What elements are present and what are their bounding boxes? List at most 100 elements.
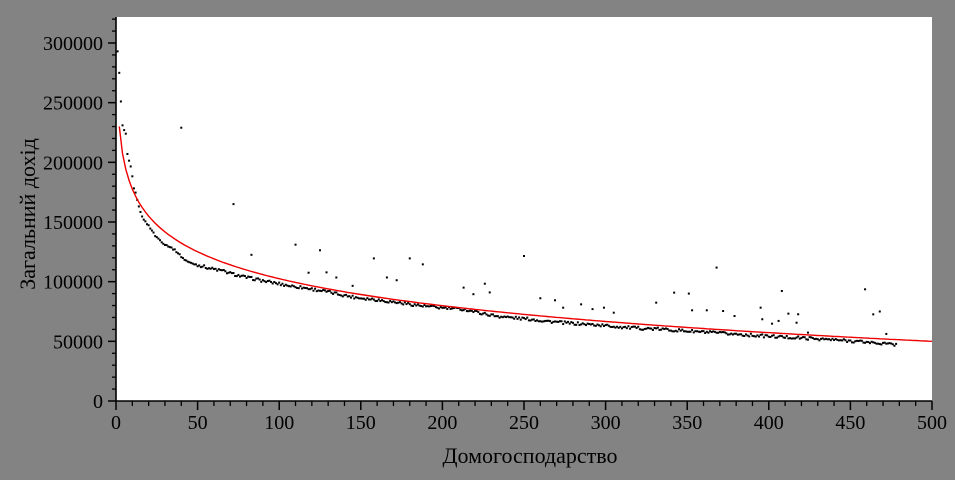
scatter-point [619, 325, 622, 328]
scatter-point [173, 248, 176, 251]
scatter-point [480, 313, 483, 316]
scatter-point [759, 306, 762, 309]
scatter-point [320, 290, 323, 293]
scatter-point [149, 227, 152, 230]
scatter-point [521, 316, 524, 319]
scatter-point [222, 269, 225, 272]
scatter-point [699, 330, 702, 333]
scatter-point [397, 301, 400, 304]
scatter-point [872, 313, 875, 316]
scatter-point [526, 316, 529, 319]
scatter-point [433, 305, 436, 308]
scatter-point [630, 326, 633, 329]
scatter-point [237, 273, 240, 276]
scatter-point [707, 331, 710, 334]
scatter-point [460, 309, 463, 312]
scatter-point [722, 310, 725, 313]
scatter-point [803, 336, 806, 339]
scatter-point [167, 245, 170, 248]
scatter-point [797, 313, 800, 316]
scatter-point [364, 298, 367, 301]
scatter-point [614, 326, 617, 329]
scatter-point [712, 330, 715, 333]
x-tick-label: 200 [427, 412, 457, 434]
scatter-point [252, 279, 255, 282]
scatter-point [766, 334, 769, 337]
scatter-point [837, 339, 840, 342]
scatter-point [709, 330, 712, 333]
scatter-point [137, 205, 140, 208]
scatter-point [523, 317, 525, 320]
scatter-point [245, 276, 248, 279]
scatter-point [279, 284, 282, 287]
scatter-point [297, 287, 300, 290]
scatter-point [596, 323, 599, 326]
scatter-point [727, 333, 729, 336]
scatter-point [265, 281, 268, 284]
scatter-point [834, 338, 837, 341]
scatter-point [580, 323, 583, 326]
scatter-point [271, 282, 274, 285]
scatter-point [536, 319, 539, 322]
y-tick-label: 100000 [43, 272, 103, 294]
scatter-point [731, 333, 734, 336]
scatter-point [749, 332, 752, 335]
scatter-point [503, 315, 506, 318]
scatter-point [232, 272, 235, 275]
scatter-point [558, 320, 561, 323]
scatter-point [890, 342, 893, 345]
scatter-point [229, 271, 232, 274]
scatter-point [800, 336, 803, 339]
scatter-point [128, 159, 131, 162]
scatter-point [883, 341, 886, 344]
scatter-point [490, 313, 493, 316]
scatter-point [157, 237, 160, 240]
scatter-point [134, 191, 137, 194]
scatter-point [772, 334, 775, 337]
scatter-point [403, 301, 406, 304]
scatter-point [823, 338, 826, 341]
scatter-point [865, 340, 868, 343]
scatter-point [284, 283, 287, 286]
scatter-point [505, 316, 508, 319]
trend-line [118, 126, 933, 342]
scatter-point [841, 339, 844, 342]
scatter-point [771, 322, 774, 325]
scatter-point [294, 243, 297, 246]
scatter-point [371, 297, 374, 300]
scatter-point [123, 129, 126, 132]
scatter-point [428, 305, 431, 308]
scatter-point [221, 269, 224, 272]
scatter-point [570, 321, 573, 324]
scatter-point [395, 302, 398, 305]
scatter-point [199, 266, 202, 269]
scatter-point [194, 263, 197, 266]
scatter-point [700, 330, 703, 333]
scatter-point [498, 316, 501, 319]
scatter-point [795, 336, 798, 339]
scatter-point [717, 331, 720, 334]
scatter-point [715, 266, 718, 269]
y-tick-label: 250000 [43, 93, 103, 115]
scatter-point [893, 344, 896, 347]
scatter-point [258, 278, 261, 281]
scatter-point [725, 332, 728, 335]
scatter-point [851, 341, 854, 344]
scatter-point [635, 326, 638, 329]
scatter-point [395, 279, 398, 282]
scatter-point [687, 292, 690, 295]
scatter-point [287, 285, 290, 288]
scatter-point [146, 223, 149, 226]
scatter-point [181, 257, 184, 260]
scatter-point [632, 325, 635, 328]
scatter-point [542, 320, 545, 323]
scatter-point [121, 124, 124, 127]
plot-area [116, 17, 932, 401]
scatter-point [239, 275, 242, 278]
scatter-point [764, 334, 767, 337]
scatter-point [758, 335, 761, 338]
scatter-point [333, 291, 336, 294]
scatter-point [612, 311, 615, 314]
scatter-point [439, 306, 442, 309]
